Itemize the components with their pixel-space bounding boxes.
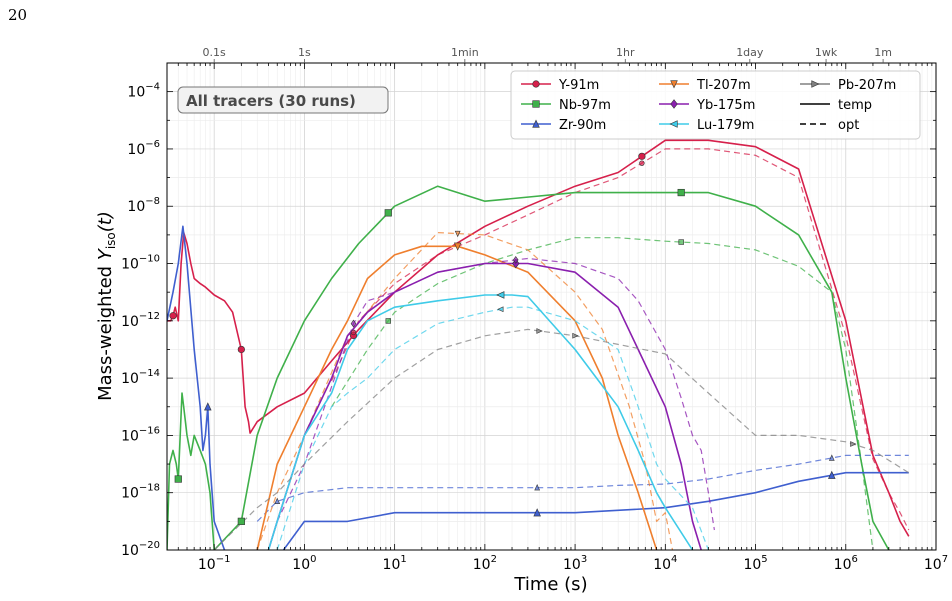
top-axis-label: 1min xyxy=(451,46,479,59)
legend-label: temp xyxy=(838,98,872,113)
data-point-marker xyxy=(532,119,540,128)
legend-label: Yb-175m xyxy=(696,98,755,113)
data-point-marker xyxy=(811,80,820,88)
series-line-zr-90m-opt xyxy=(256,454,909,522)
data-point-marker xyxy=(850,441,857,447)
data-point-marker xyxy=(534,484,541,491)
y-tick-label: 10−10 xyxy=(121,254,160,273)
series-line-lu-179m-temp xyxy=(267,294,695,550)
plot-frame xyxy=(166,62,937,551)
legend-label: Zr-90m xyxy=(559,118,606,133)
top-axis-label: 1s xyxy=(298,46,311,59)
marker-layer xyxy=(169,152,857,562)
data-point-marker xyxy=(536,328,543,334)
annotation-text: All tracers (30 runs) xyxy=(186,92,356,110)
data-point-marker xyxy=(533,508,541,517)
data-point-marker xyxy=(274,497,281,505)
data-point-marker xyxy=(670,80,678,89)
series-line-y-91m-opt xyxy=(331,148,910,531)
x-tick-label: 102 xyxy=(473,554,497,573)
y-tick-label: 10−16 xyxy=(121,425,160,444)
data-point-marker xyxy=(385,318,391,324)
annotation-box: All tracers (30 runs) xyxy=(177,86,389,114)
legend-label: Lu-179m xyxy=(697,118,754,133)
data-point-marker xyxy=(677,188,685,197)
data-point-marker xyxy=(496,291,505,299)
series-line-yb-175m-opt xyxy=(267,257,715,550)
series-line-y-91m-temp xyxy=(167,139,910,537)
data-point-marker xyxy=(350,329,357,336)
data-point-marker xyxy=(828,470,836,479)
y-axis-title: Mass-weighted Yiso(t) xyxy=(95,211,118,401)
data-point-marker xyxy=(532,80,540,88)
data-point-marker xyxy=(174,475,182,483)
y-tick-label: 10−14 xyxy=(121,368,160,387)
data-point-marker xyxy=(638,152,646,160)
data-point-marker xyxy=(532,100,540,108)
y-tick-label: 10−8 xyxy=(127,196,160,215)
x-tick-label: 107 xyxy=(924,554,948,573)
data-point-marker xyxy=(454,230,461,238)
y-tick-label: 10−20 xyxy=(121,540,160,559)
data-point-marker xyxy=(828,454,835,461)
page-number: 20 xyxy=(8,6,28,24)
x-tick-label: 100 xyxy=(292,554,316,573)
series-line-zr-90m-temp xyxy=(167,225,909,550)
series-line-tl-207m-opt xyxy=(256,232,674,550)
top-axis-label: 1hr xyxy=(616,46,635,59)
legend-label: opt xyxy=(838,118,859,133)
top-axis-label: 0.1s xyxy=(203,46,226,59)
data-point-marker xyxy=(237,517,245,525)
series-line-pb-207m-opt xyxy=(213,328,910,550)
axes: 10−1 100 101 102 103 104 105 106 107 10−20 10−18 10… xyxy=(121,46,948,573)
x-tick-label: 10−1 xyxy=(198,554,231,573)
data-point-marker xyxy=(512,255,519,264)
data-point-marker xyxy=(639,160,645,166)
top-axis-label: 1day xyxy=(736,46,764,59)
x-tick-label: 106 xyxy=(834,554,858,573)
data-point-marker xyxy=(572,332,579,339)
legend-label: Tl-207m xyxy=(696,78,751,93)
y-tick-label: 10−12 xyxy=(121,311,160,330)
data-point-marker xyxy=(350,319,357,328)
x-tick-label: 105 xyxy=(743,554,767,573)
legend-label: Nb-97m xyxy=(559,98,611,113)
x-tick-label: 103 xyxy=(563,554,587,573)
y-tick-label: 10−6 xyxy=(127,139,160,158)
x-axis-title: Time (s) xyxy=(513,574,587,595)
data-point-marker xyxy=(669,120,678,128)
x-tick-label: 104 xyxy=(653,554,677,573)
series-line-nb-97m-temp xyxy=(167,185,890,550)
data-point-marker xyxy=(453,242,462,251)
data-point-marker xyxy=(237,345,245,354)
legend-label: Y-91m xyxy=(558,78,599,93)
grid xyxy=(166,62,937,551)
series-line-lu-179m-opt xyxy=(276,306,709,550)
data-point-marker xyxy=(204,402,212,411)
x-tick-label: 101 xyxy=(383,554,407,573)
data-point-marker xyxy=(384,209,392,217)
data-point-marker xyxy=(497,306,504,313)
legend: Y-91m Nb-97m Zr-90m Tl-207m Yb-175m Lu-179m Pb… xyxy=(510,70,921,140)
top-axis-label: 1m xyxy=(874,46,892,59)
legend-label: Pb-207m xyxy=(838,78,896,93)
data-point-marker xyxy=(274,555,281,562)
top-axis-label: 1wk xyxy=(815,46,838,59)
data-point-marker xyxy=(670,99,678,109)
y-tick-label: 10−4 xyxy=(127,82,160,101)
data-point-marker xyxy=(169,312,177,320)
data-point-marker xyxy=(678,239,684,245)
y-tick-label: 10−18 xyxy=(121,483,160,502)
